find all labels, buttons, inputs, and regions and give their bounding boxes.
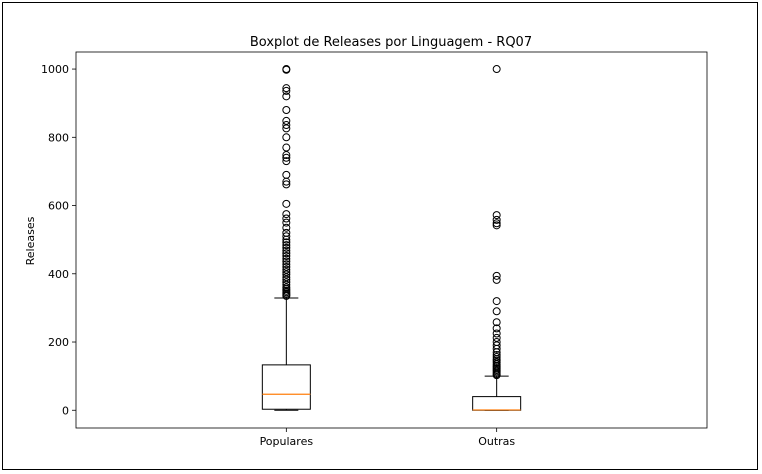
outlier-point (282, 106, 291, 115)
outlier-point (282, 243, 291, 252)
box-iqr (261, 364, 311, 410)
y-tick-label: 800 (48, 131, 69, 144)
outlier-point (282, 214, 291, 223)
outlier-point (492, 271, 501, 280)
outlier-point (282, 133, 291, 142)
y-tick-label: 0 (62, 404, 69, 417)
outlier-point (282, 280, 291, 289)
outlier-point (492, 353, 501, 362)
outlier-point (282, 270, 291, 279)
outlier-point (282, 262, 291, 271)
box-iqr (472, 396, 522, 411)
outlier-point (492, 333, 501, 342)
outlier-point (492, 275, 501, 284)
outlier-point (492, 221, 501, 230)
outlier-point (282, 92, 291, 101)
outlier-point (492, 341, 501, 350)
outlier-point (282, 257, 291, 266)
outlier-point (282, 278, 291, 287)
outlier-point (492, 297, 501, 306)
outlier-point (282, 199, 291, 208)
outlier-point (492, 318, 501, 327)
y-tick-label: 1000 (41, 63, 69, 76)
outlier-point (282, 180, 291, 189)
outlier-point (282, 116, 291, 125)
chart-title: Boxplot de Releases por Linguagem - RQ07 (250, 35, 532, 50)
outlier-point (282, 65, 291, 74)
axes-frame (75, 51, 708, 429)
outlier-point (282, 265, 291, 274)
outlier-point (282, 218, 291, 227)
y-tick-label: 600 (48, 200, 69, 213)
figure-frame (2, 2, 758, 470)
outlier-point (282, 268, 291, 277)
outlier-point (282, 151, 291, 160)
plot-area: 0 200 400 600 800 1000 Populares Outras (41, 51, 708, 448)
outlier-point (492, 215, 501, 224)
y-tick-label: 400 (48, 268, 69, 281)
outlier-point (492, 307, 501, 316)
outlier-point (282, 228, 291, 237)
outlier-point (282, 170, 291, 179)
y-axis-label: Releases (24, 216, 37, 265)
outlier-point (282, 124, 291, 133)
outlier-point (282, 238, 291, 247)
x-tick-label: Outras (478, 435, 515, 448)
outlier-point (492, 329, 501, 338)
outlier-point (282, 143, 291, 152)
outlier-point (282, 252, 291, 261)
outlier-point (282, 273, 291, 282)
outlier-point (492, 350, 501, 359)
outlier-point (492, 338, 501, 347)
outlier-point (282, 232, 291, 241)
outlier-point (282, 121, 291, 130)
outlier-point (282, 210, 291, 219)
outlier-point (282, 254, 291, 263)
outlier-point (282, 86, 291, 95)
x-tick-label: Populares (260, 435, 314, 448)
outlier-point (282, 249, 291, 258)
outlier-point (492, 324, 501, 333)
outlier-point (282, 153, 291, 162)
outlier-point (492, 211, 501, 220)
outlier-point (282, 275, 291, 284)
outlier-point (492, 219, 501, 228)
outlier-point (282, 246, 291, 255)
outlier-point (282, 241, 291, 250)
outlier-point (492, 65, 501, 74)
outlier-point (282, 283, 291, 292)
outlier-point (282, 157, 291, 166)
y-tick-label: 200 (48, 336, 69, 349)
outlier-point (282, 84, 291, 93)
outlier-point (282, 260, 291, 269)
outlier-point (282, 223, 291, 232)
